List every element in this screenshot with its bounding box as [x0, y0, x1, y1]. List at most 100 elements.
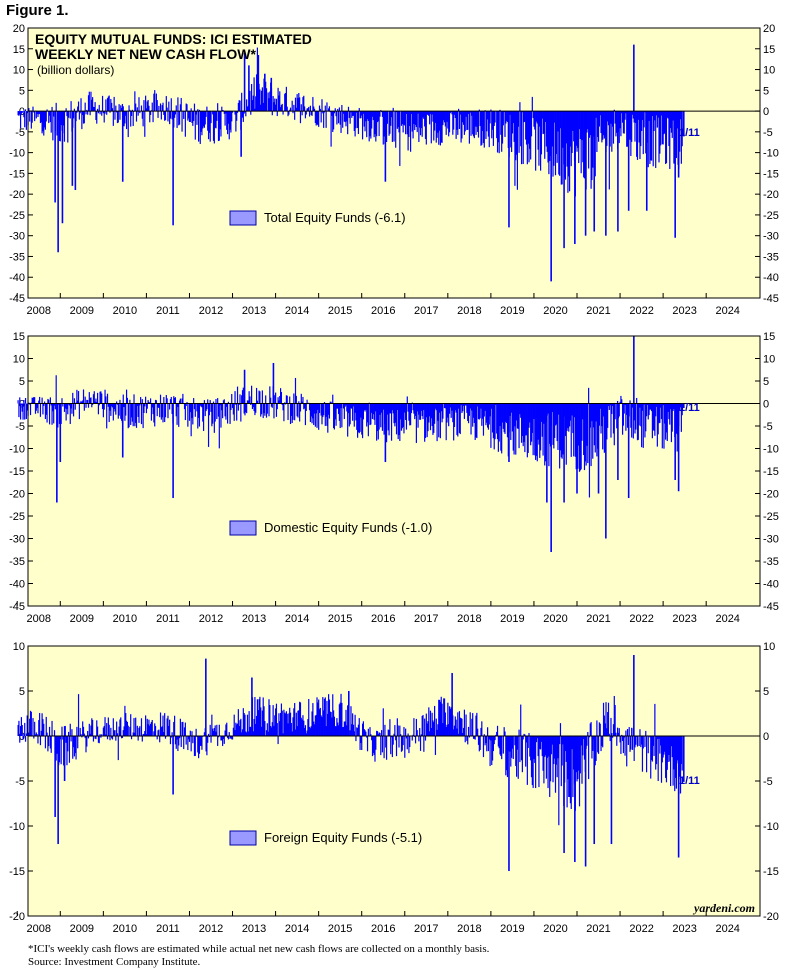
- y-tick-label-right: 20: [763, 23, 775, 35]
- y-tick-label-right: -15: [763, 866, 779, 878]
- x-tick-label: 2008: [27, 923, 51, 935]
- x-tick-label: 2024: [715, 923, 739, 935]
- y-tick-label-right: 0: [763, 731, 769, 743]
- y-tick-label-right: 10: [763, 354, 775, 366]
- y-tick-label-right: -35: [763, 251, 779, 263]
- y-tick-label-left: 5: [19, 376, 25, 388]
- x-tick-label: 2016: [371, 923, 395, 935]
- y-tick-label-left: 20: [13, 23, 25, 35]
- x-tick-label: 2012: [199, 305, 223, 317]
- x-tick-label: 2018: [457, 923, 481, 935]
- y-tick-label-right: 10: [763, 641, 775, 653]
- y-tick-label-left: 10: [13, 354, 25, 366]
- y-tick-label-right: -5: [763, 776, 773, 788]
- x-tick-label: 2009: [70, 305, 94, 317]
- y-tick-label-left: -25: [9, 511, 25, 523]
- y-tick-label-right: -45: [763, 601, 779, 613]
- x-tick-label: 2017: [414, 923, 438, 935]
- latest-date-label: 1/11: [679, 127, 700, 139]
- y-tick-label-left: 15: [13, 44, 25, 56]
- plot-area: [28, 646, 760, 916]
- figure-label: Figure 1.: [6, 2, 69, 19]
- x-tick-label: 2020: [543, 613, 567, 625]
- y-tick-label-right: -10: [763, 148, 779, 160]
- x-tick-label: 2021: [586, 613, 610, 625]
- plot-border: [27, 335, 761, 607]
- y-tick-label-right: 5: [763, 376, 769, 388]
- latest-date-label: 1/11: [679, 775, 700, 787]
- y-tick-label-right: -40: [763, 579, 779, 591]
- latest-date-label: 1/11: [679, 402, 700, 414]
- y-tick-label-right: -45: [763, 293, 779, 305]
- y-tick-label-right: 5: [763, 85, 769, 97]
- x-tick-label: 2019: [500, 613, 524, 625]
- chart-title-line2: WEEKLY NET NEW CASH FLOW*: [35, 46, 256, 62]
- y-tick-label-right: -15: [763, 168, 779, 180]
- y-tick-label-right: 10: [763, 65, 775, 77]
- x-tick-label: 2022: [629, 613, 653, 625]
- y-tick-label-right: -40: [763, 272, 779, 284]
- y-tick-label-right: 0: [763, 106, 769, 118]
- legend-label: Total Equity Funds (-6.1): [264, 210, 406, 225]
- y-tick-label-left: -10: [9, 444, 25, 456]
- watermark: yardeni.com: [692, 901, 755, 915]
- y-tick-label-right: -5: [763, 421, 773, 433]
- y-tick-label-left: -25: [9, 210, 25, 222]
- y-tick-label-left: -40: [9, 272, 25, 284]
- y-tick-label-left: -10: [9, 148, 25, 160]
- x-tick-label: 2008: [27, 613, 51, 625]
- y-tick-label-left: -5: [15, 421, 25, 433]
- x-tick-label: 2023: [672, 305, 696, 317]
- plot-border: [27, 645, 761, 917]
- x-tick-label: 2021: [586, 305, 610, 317]
- y-tick-label-left: -20: [9, 489, 25, 501]
- y-tick-label-right: -25: [763, 511, 779, 523]
- x-tick-label: 2019: [500, 923, 524, 935]
- x-tick-label: 2019: [500, 305, 524, 317]
- y-tick-label-left: -5: [15, 776, 25, 788]
- plot-area: [28, 28, 760, 298]
- x-tick-label: 2021: [586, 923, 610, 935]
- x-tick-label: 2009: [70, 613, 94, 625]
- y-tick-label-right: -15: [763, 466, 779, 478]
- y-tick-label-right: -10: [763, 444, 779, 456]
- y-tick-label-left: -40: [9, 579, 25, 591]
- y-tick-label-right: -30: [763, 534, 779, 546]
- y-tick-label-left: -5: [15, 127, 25, 139]
- x-tick-label: 2016: [371, 305, 395, 317]
- bar-series: [17, 44, 685, 282]
- x-tick-label: 2017: [414, 305, 438, 317]
- y-tick-label-left: 5: [19, 686, 25, 698]
- y-tick-label-left: -30: [9, 534, 25, 546]
- y-tick-label-left: 0: [19, 731, 25, 743]
- y-tick-label-right: -5: [763, 127, 773, 139]
- x-tick-label: 2010: [113, 305, 137, 317]
- y-tick-label-left: 10: [13, 65, 25, 77]
- y-tick-label-left: -15: [9, 866, 25, 878]
- plot-area: [28, 336, 760, 606]
- x-tick-label: 2017: [414, 613, 438, 625]
- y-tick-label-left: -15: [9, 168, 25, 180]
- y-tick-label-right: -10: [763, 821, 779, 833]
- x-tick-label: 2011: [156, 923, 180, 935]
- y-tick-label-left: -20: [9, 911, 25, 923]
- x-tick-label: 2012: [199, 613, 223, 625]
- y-tick-label-right: -25: [763, 210, 779, 222]
- x-tick-label: 2015: [328, 923, 352, 935]
- chart-panel-1: 2020151510105500-5-5-10-10-15-15-20-20-2…: [9, 23, 779, 317]
- x-tick-label: 2020: [543, 923, 567, 935]
- bar-series: [17, 336, 685, 552]
- x-tick-label: 2011: [156, 305, 180, 317]
- y-tick-label-left: -20: [9, 189, 25, 201]
- x-tick-label: 2013: [242, 305, 266, 317]
- x-tick-label: 2023: [672, 613, 696, 625]
- footnote: *ICI's weekly cash flows are estimated w…: [28, 943, 489, 969]
- x-tick-label: 2018: [457, 305, 481, 317]
- x-tick-label: 2010: [113, 923, 137, 935]
- y-tick-label-left: -45: [9, 601, 25, 613]
- footnote-text: *ICI's weekly cash flows are estimated w…: [28, 943, 490, 955]
- x-tick-label: 2024: [715, 613, 739, 625]
- x-tick-label: 2014: [285, 923, 309, 935]
